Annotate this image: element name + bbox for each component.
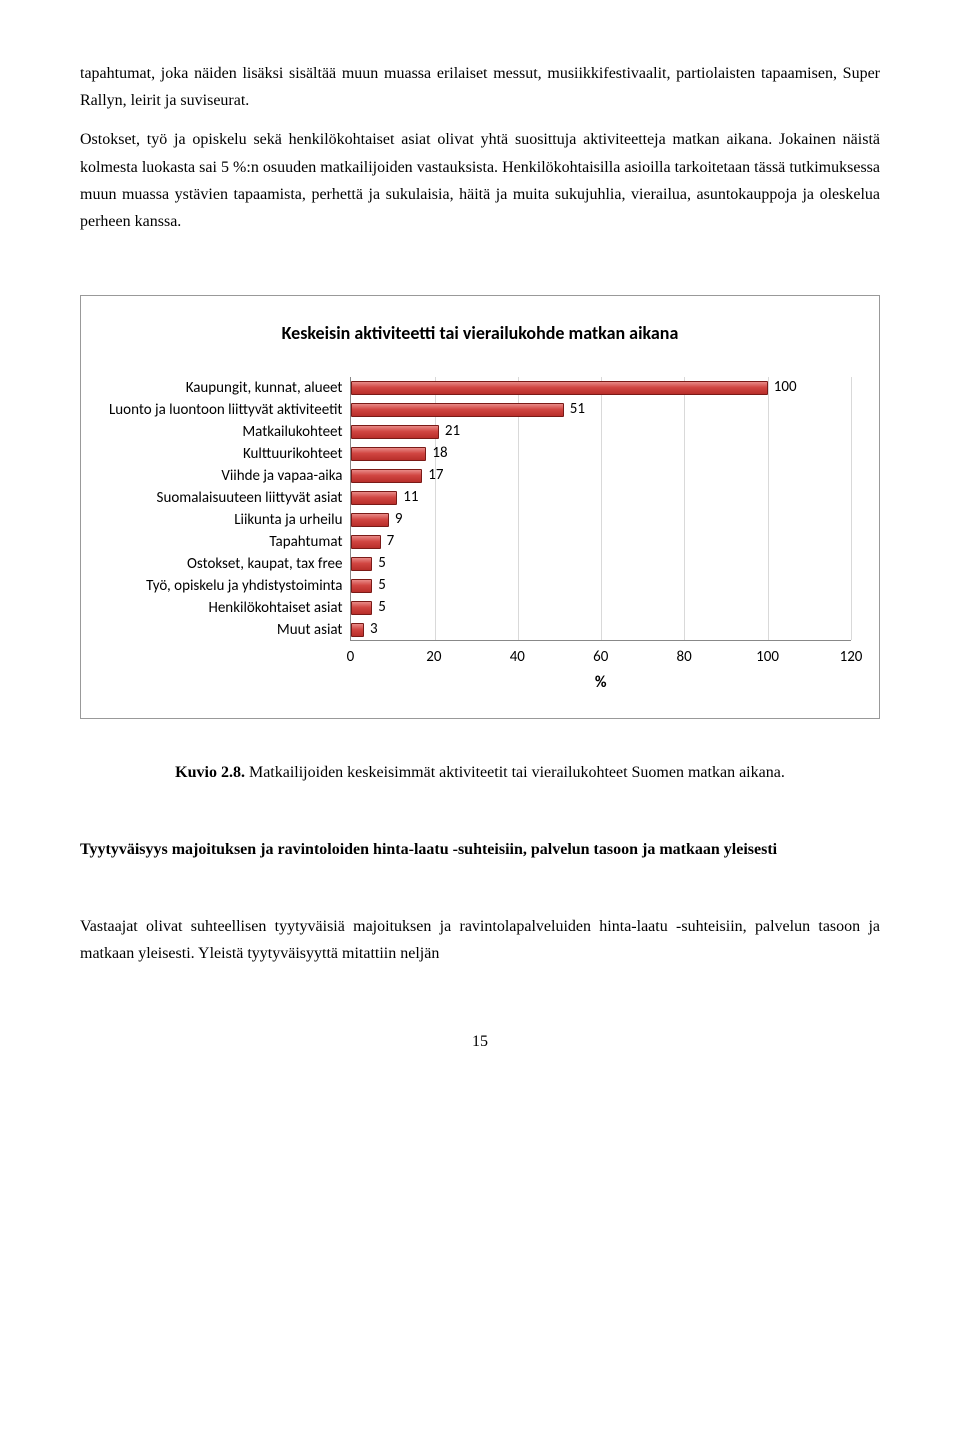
chart-category-column: Kaupungit, kunnat, alueetLuonto ja luont… <box>109 377 350 696</box>
chart-bar-value: 11 <box>403 485 418 511</box>
chart-bar <box>351 447 426 461</box>
chart-bar <box>351 601 372 615</box>
chart-x-axis: 020406080100120 <box>350 645 851 665</box>
chart-category-label: Muut asiat <box>109 619 342 641</box>
paragraph-2: Ostokset, työ ja opiskelu sekä henkilöko… <box>80 126 880 235</box>
chart-x-tick: 120 <box>840 645 863 671</box>
paragraph-3: Vastaajat olivat suhteellisen tyytyväisi… <box>80 913 880 967</box>
chart-bar-value: 7 <box>387 529 395 555</box>
chart-container: Keskeisin aktiviteetti tai vierailukohde… <box>80 295 880 719</box>
chart-bar <box>351 557 372 571</box>
chart-bar <box>351 403 563 417</box>
chart-category-label: Kulttuurikohteet <box>109 443 342 465</box>
chart-category-label: Matkailukohteet <box>109 421 342 443</box>
chart-bar-row: 7 <box>351 531 851 553</box>
chart-category-label: Liikunta ja urheilu <box>109 509 342 531</box>
chart-x-tick: 80 <box>677 645 692 671</box>
chart-bar-value: 5 <box>378 595 386 621</box>
chart-bar-row: 9 <box>351 509 851 531</box>
chart-category-label: Ostokset, kaupat, tax free <box>109 553 342 575</box>
chart-bar <box>351 579 372 593</box>
chart-x-tick: 60 <box>593 645 608 671</box>
chart-bar-row: 17 <box>351 465 851 487</box>
figure-caption-rest: Matkailijoiden keskeisimmät aktiviteetit… <box>245 764 785 781</box>
chart-bar-row: 5 <box>351 575 851 597</box>
chart-bar-value: 17 <box>428 463 443 489</box>
chart-bar-value: 51 <box>570 397 585 423</box>
chart-title: Keskeisin aktiviteetti tai vierailukohde… <box>109 318 851 349</box>
chart-bar-row: 11 <box>351 487 851 509</box>
chart-bar-value: 3 <box>370 617 378 643</box>
paragraph-1: tapahtumat, joka näiden lisäksi sisältää… <box>80 60 880 114</box>
chart-category-label: Suomalaisuuteen liittyvät asiat <box>109 487 342 509</box>
chart-plot-area: 1005121181711975553 <box>350 377 851 641</box>
chart-x-tick: 20 <box>426 645 441 671</box>
chart-bar-value: 100 <box>774 375 797 401</box>
chart-category-label: Kaupungit, kunnat, alueet <box>109 377 342 399</box>
figure-caption-lead: Kuvio 2.8. <box>175 764 245 781</box>
chart-bar <box>351 513 388 527</box>
chart-bar-row: 5 <box>351 553 851 575</box>
chart-bar-row: 51 <box>351 399 851 421</box>
figure-caption: Kuvio 2.8. Matkailijoiden keskeisimmät a… <box>80 759 880 786</box>
chart-category-label: Työ, opiskelu ja yhdistystoiminta <box>109 575 342 597</box>
chart-x-tick: 40 <box>510 645 525 671</box>
chart-category-label: Henkilökohtaiset asiat <box>109 597 342 619</box>
chart-bar <box>351 381 767 395</box>
chart-plot-column: 1005121181711975553 020406080100120 % <box>350 377 851 696</box>
chart-area: Kaupungit, kunnat, alueetLuonto ja luont… <box>109 377 851 696</box>
chart-bar <box>351 535 380 549</box>
chart-x-tick: 0 <box>347 645 355 671</box>
chart-bar-row: 18 <box>351 443 851 465</box>
chart-bar <box>351 469 422 483</box>
chart-bar-row: 3 <box>351 619 851 641</box>
chart-bar-row: 21 <box>351 421 851 443</box>
chart-x-axis-label: % <box>350 669 851 696</box>
chart-x-tick: 100 <box>756 645 779 671</box>
chart-bar <box>351 491 397 505</box>
chart-bar-row: 5 <box>351 597 851 619</box>
chart-category-label: Tapahtumat <box>109 531 342 553</box>
chart-gridline <box>851 377 852 640</box>
chart-category-label: Viihde ja vapaa-aika <box>109 465 342 487</box>
section-heading: Tyytyväisyys majoituksen ja ravintoloide… <box>80 836 880 863</box>
chart-bar <box>351 425 438 439</box>
chart-bar-row: 100 <box>351 377 851 399</box>
chart-bar <box>351 623 363 637</box>
page-number: 15 <box>80 1028 880 1055</box>
chart-bar-value: 9 <box>395 507 403 533</box>
chart-category-label: Luonto ja luontoon liittyvät aktiviteeti… <box>109 399 342 421</box>
